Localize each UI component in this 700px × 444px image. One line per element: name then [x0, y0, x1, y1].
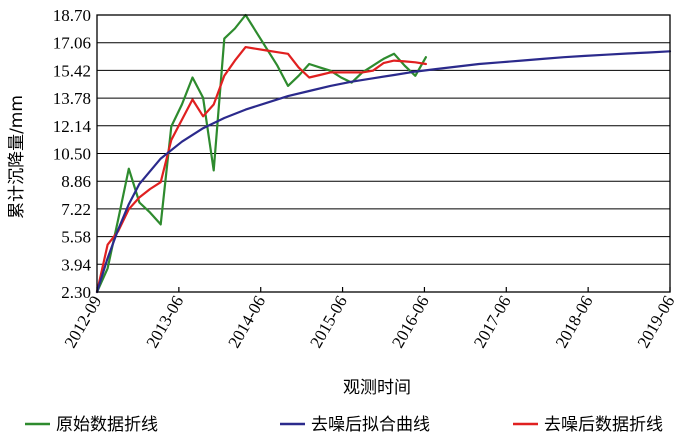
y-axis-title: 累计沉降量/mm [7, 95, 27, 219]
y-tick-label: 17.06 [53, 34, 91, 53]
x-axis-title: 观测时间 [343, 378, 411, 398]
legend-label: 原始数据折线 [56, 415, 158, 435]
legend: 原始数据折线 去噪后拟合曲线 去噪后数据折线 [25, 415, 663, 435]
series-line-3 [95, 46, 427, 294]
y-tick-labels: 2.30 3.94 5.58 7.22 8.86 10.50 12.14 13.78 15.42… [53, 6, 92, 302]
y-tick-label: 12.14 [53, 117, 92, 136]
x-tick-label: 2014-06 [224, 293, 269, 352]
x-tick-label: 2018-06 [552, 293, 597, 352]
y-tick-label: 13.78 [53, 89, 91, 108]
y-tick-label: 5.58 [61, 228, 91, 247]
legend-label: 去噪后数据折线 [544, 415, 663, 435]
x-tick-labels: 2012-09 2013-06 2014-06 2015-06 2016-06 2017-… [61, 287, 679, 352]
series-line-2 [95, 50, 672, 294]
x-tick-label: 2015-06 [306, 293, 351, 352]
y-tick-label: 3.94 [61, 255, 91, 274]
x-tick-label: 2017-06 [470, 293, 515, 352]
x-tick-label: 2019-06 [634, 293, 679, 352]
series-lines [95, 13, 672, 294]
y-tick-label: 15.42 [53, 61, 91, 80]
y-tick-label: 7.22 [61, 200, 91, 219]
y-tick-label: 8.86 [61, 172, 91, 191]
y-tick-label: 10.50 [53, 145, 91, 164]
x-tick-label: 2016-06 [388, 293, 433, 352]
y-tick-label: 18.70 [53, 6, 91, 25]
series-line-1 [95, 13, 427, 294]
x-tick-label: 2013-06 [143, 293, 188, 352]
legend-label: 去噪后拟合曲线 [311, 415, 430, 435]
y-tick-label: 2.30 [61, 283, 91, 302]
horizontal-gridlines [97, 42, 670, 265]
plot-frame [96, 14, 671, 293]
